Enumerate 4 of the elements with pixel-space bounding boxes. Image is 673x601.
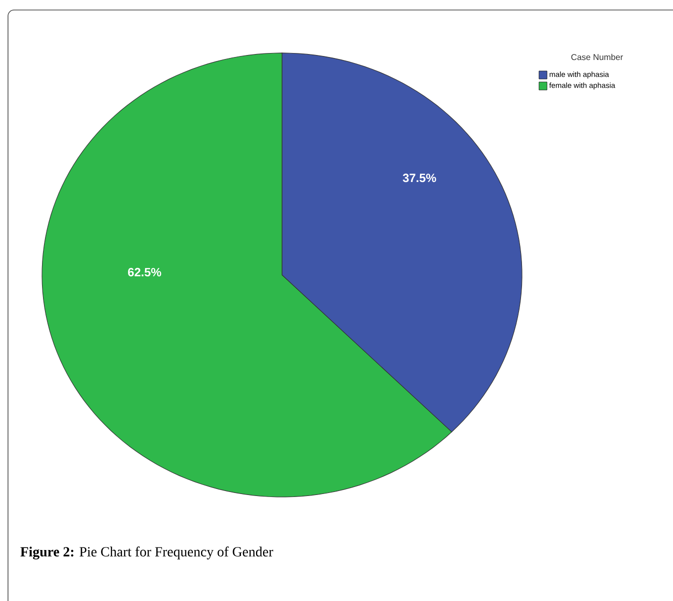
legend-title: Case Number xyxy=(571,54,623,60)
data-label: 62.5% xyxy=(128,268,162,276)
text: Figure 2: Pie Chart for Frequency of Gender xyxy=(20,546,274,560)
data-label: 37.5% xyxy=(402,174,436,182)
